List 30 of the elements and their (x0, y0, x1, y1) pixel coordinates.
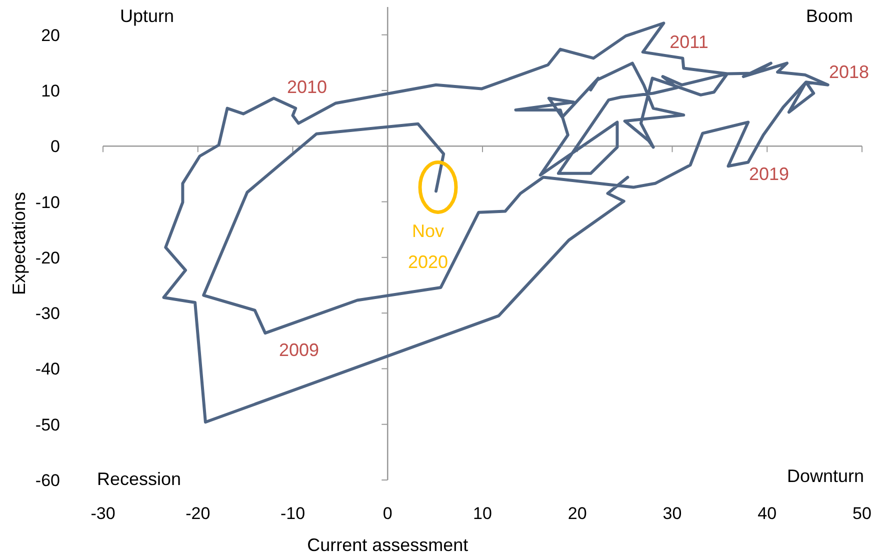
annotation: Recession (97, 469, 182, 489)
y-tick-label: 20 (41, 26, 60, 45)
annotation: Downturn (786, 466, 864, 486)
x-tick-label: 50 (852, 504, 872, 523)
annotation: 2018 (828, 62, 870, 82)
annotation: 2009 (278, 340, 320, 360)
y-tick-label: -10 (35, 192, 60, 212)
x-tick-label: 40 (758, 504, 777, 523)
y-tick-label: -40 (35, 360, 60, 379)
y-tick-label: -60 (35, 471, 60, 490)
x-tick-label: -10 (280, 504, 306, 523)
x-tick-label: 10 (473, 504, 492, 523)
annotation: 2019 (748, 164, 790, 184)
annotation: Nov 2020 (408, 221, 448, 272)
x-tick-label: -20 (186, 504, 210, 523)
y-tick-label: -50 (35, 415, 60, 434)
annotation: 2011 (670, 32, 708, 52)
x-axis-title: Current assessment (307, 535, 468, 555)
y-tick-label: 10 (41, 81, 60, 100)
annotation: Boom (806, 6, 853, 26)
y-axis-title: Expectations (9, 192, 29, 296)
y-tick-label: -30 (35, 304, 60, 324)
annotation: Upturn (120, 6, 174, 26)
y-tick-label: 0 (50, 137, 60, 156)
annotation: 2010 (286, 77, 328, 97)
x-tick-label: 0 (382, 504, 392, 523)
x-tick-label: 30 (662, 504, 682, 523)
y-tick-label: -20 (35, 248, 60, 268)
x-tick-label: 20 (568, 504, 587, 523)
x-tick-label: -30 (90, 504, 116, 523)
